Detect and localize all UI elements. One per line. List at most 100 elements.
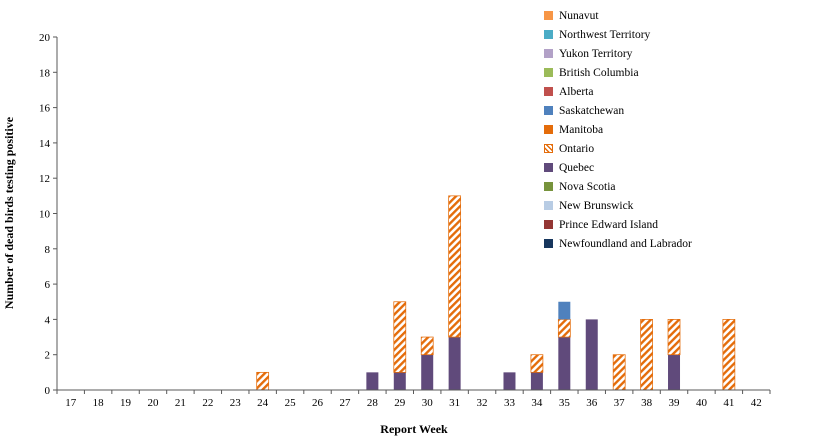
legend-swatch-nunavut [544, 11, 553, 20]
legend-label: British Columbia [559, 66, 639, 79]
x-axis-tick-label: 26 [312, 397, 324, 409]
legend-label: Nunavut [559, 9, 599, 22]
legend-label: Saskatchewan [559, 104, 625, 117]
x-axis-tick-label: 18 [93, 397, 105, 409]
bar-segment-ontario [530, 354, 544, 373]
legend-swatch-nova-scotia [544, 182, 553, 191]
legend-swatch-alberta [544, 87, 553, 96]
legend-label: Northwest Territory [559, 28, 651, 41]
bar-segment-saskatchewan [558, 301, 571, 320]
bar-segment-ontario [256, 371, 270, 391]
legend-item: Yukon Territory [544, 44, 692, 63]
x-axis-tick-label: 35 [559, 397, 571, 409]
legend-item: Northwest Territory [544, 25, 692, 44]
x-axis-tick-label: 32 [477, 397, 488, 409]
y-axis-tick-label: 6 [45, 279, 51, 291]
legend-swatch-british-columbia [544, 68, 553, 77]
legend-swatch-yukon-territory [544, 49, 553, 58]
y-axis-title: Number of dead birds testing positive [2, 116, 16, 309]
legend-label: Prince Edward Island [559, 218, 658, 231]
legend-item: Nunavut [544, 6, 692, 25]
legend-item: New Brunswick [544, 196, 692, 215]
x-axis-tick-label: 22 [202, 397, 213, 409]
legend-item: Alberta [544, 82, 692, 101]
legend-swatch-northwest-territory [544, 30, 553, 39]
y-axis-tick-label: 10 [39, 209, 51, 221]
bar-segment-quebec [393, 372, 406, 390]
bar-segment-quebec [448, 337, 461, 390]
bar-segment-ontario [612, 354, 626, 391]
legend-label: Yukon Territory [559, 47, 633, 60]
x-axis-tick-label: 34 [531, 397, 543, 409]
legend-item: Nova Scotia [544, 177, 692, 196]
legend-label: Alberta [559, 85, 594, 98]
legend-swatch-quebec [544, 163, 553, 172]
legend-swatch-manitoba [544, 125, 553, 134]
bar-segment-ontario [667, 319, 681, 356]
x-axis-title: Report Week [380, 422, 448, 436]
x-axis-tick-label: 30 [422, 397, 434, 409]
x-axis-tick-label: 28 [367, 397, 379, 409]
bar-segment-ontario [722, 319, 736, 391]
legend-item: Manitoba [544, 120, 692, 139]
legend-item: Saskatchewan [544, 101, 692, 120]
x-axis-tick-label: 42 [751, 397, 762, 409]
y-axis-tick-label: 2 [45, 350, 51, 362]
y-axis-tick-label: 20 [39, 32, 51, 44]
x-axis-tick-label: 41 [723, 397, 734, 409]
x-axis-tick-label: 33 [504, 397, 516, 409]
legend-label: Nova Scotia [559, 180, 616, 193]
legend-swatch-saskatchewan [544, 106, 553, 115]
legend-item: Newfoundland and Labrador [544, 234, 692, 253]
x-axis-tick-label: 25 [285, 397, 297, 409]
x-axis-tick-label: 39 [669, 397, 681, 409]
y-axis-tick-label: 14 [39, 138, 51, 150]
bar-segment-quebec [558, 337, 571, 390]
legend-item: Ontario [544, 139, 692, 158]
bar-segment-quebec [366, 372, 379, 390]
x-axis-tick-label: 23 [230, 397, 242, 409]
legend-label: New Brunswick [559, 199, 634, 212]
y-axis-tick-label: 12 [39, 173, 50, 185]
legend-label: Newfoundland and Labrador [559, 237, 692, 250]
bar-segment-ontario [448, 195, 462, 338]
y-axis-tick-label: 0 [45, 385, 51, 397]
x-axis-tick-label: 19 [120, 397, 132, 409]
legend-item: British Columbia [544, 63, 692, 82]
legend-label: Ontario [559, 142, 595, 155]
legend-swatch-prince-edward-island [544, 220, 553, 229]
x-axis-tick-label: 20 [147, 397, 159, 409]
y-axis-tick-label: 4 [45, 314, 51, 326]
x-axis-tick-label: 29 [394, 397, 406, 409]
x-axis-tick-label: 36 [586, 397, 598, 409]
x-axis-tick-label: 21 [175, 397, 186, 409]
legend-item: Prince Edward Island [544, 215, 692, 234]
bar-segment-quebec [503, 372, 516, 390]
bar-segment-ontario [393, 301, 407, 373]
legend-swatch-ontario [544, 144, 553, 153]
y-axis-tick-label: 8 [45, 244, 51, 256]
y-axis-tick-label: 18 [39, 67, 51, 79]
bar-segment-ontario [557, 319, 571, 338]
legend-swatch-newfoundland-and-labrador [544, 239, 553, 248]
x-axis-tick-label: 17 [65, 397, 77, 409]
bar-segment-ontario [640, 319, 653, 391]
x-axis-tick-label: 38 [641, 397, 653, 409]
x-axis-tick-label: 40 [696, 397, 708, 409]
bar-segment-quebec [668, 354, 681, 390]
legend: Nunavut Northwest Territory Yukon Territor… [544, 6, 692, 253]
y-axis-tick-label: 16 [39, 103, 51, 115]
legend-label: Manitoba [559, 123, 604, 136]
bar-segment-ontario [420, 336, 434, 356]
x-axis-tick-label: 31 [449, 397, 460, 409]
x-axis-tick-label: 27 [339, 397, 351, 409]
x-axis-tick-label: 24 [257, 397, 269, 409]
bar-segment-quebec [530, 372, 543, 390]
bar-segment-quebec [421, 354, 434, 390]
legend-label: Quebec [559, 161, 595, 174]
x-axis-tick-label: 37 [614, 397, 626, 409]
legend-item: Quebec [544, 158, 692, 177]
